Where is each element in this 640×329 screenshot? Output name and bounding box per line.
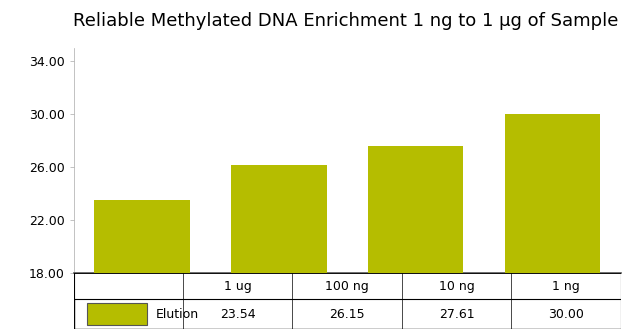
Text: 1 ug: 1 ug bbox=[224, 280, 252, 293]
Text: Elution: Elution bbox=[156, 308, 199, 321]
Text: 23.54: 23.54 bbox=[220, 308, 255, 321]
Text: 1 ng: 1 ng bbox=[552, 280, 580, 293]
Text: 26.15: 26.15 bbox=[330, 308, 365, 321]
Bar bbox=[504, 114, 600, 273]
Text: 27.61: 27.61 bbox=[439, 308, 474, 321]
Text: Reliable Methylated DNA Enrichment 1 ng to 1 μg of Sample: Reliable Methylated DNA Enrichment 1 ng … bbox=[73, 12, 618, 30]
Text: 10 ng: 10 ng bbox=[439, 280, 474, 293]
FancyBboxPatch shape bbox=[87, 303, 147, 325]
Text: 100 ng: 100 ng bbox=[325, 280, 369, 293]
Bar bbox=[231, 165, 326, 273]
Text: 30.00: 30.00 bbox=[548, 308, 584, 321]
Bar bbox=[368, 146, 463, 273]
Bar bbox=[94, 200, 190, 273]
